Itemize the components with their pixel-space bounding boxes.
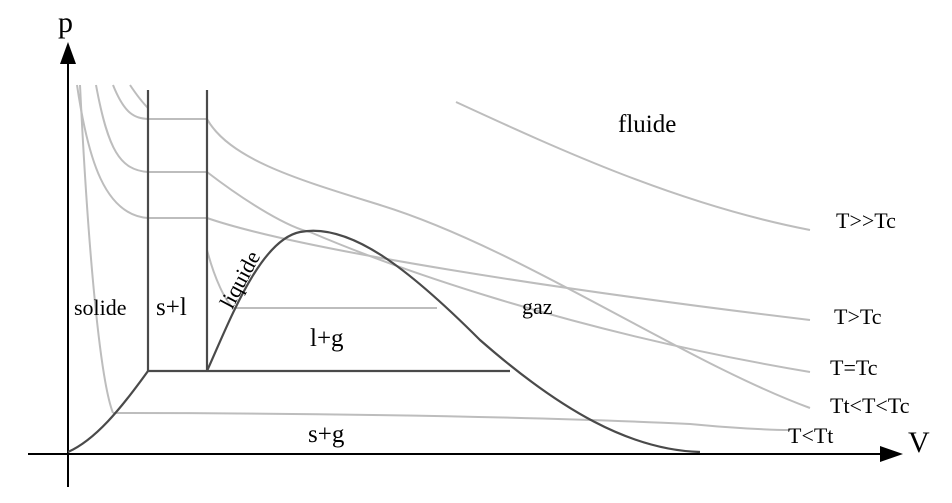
sublimation-curve bbox=[67, 370, 149, 454]
isotherm-liquid-branch bbox=[206, 249, 437, 309]
region-label-s-plus-l: s+l bbox=[156, 294, 187, 321]
isotherm-label-t-equal-tc: T=Tc bbox=[830, 355, 878, 380]
region-label-liquide: liquide bbox=[214, 247, 265, 313]
region-label-gaz: gaz bbox=[522, 294, 553, 319]
region-label-fluide: fluide bbox=[618, 111, 676, 138]
isotherm-label-tt-t-tc: Tt<T<Tc bbox=[830, 393, 910, 418]
region-label-s-plus-g: s+g bbox=[308, 421, 345, 448]
saturation-dome bbox=[205, 229, 701, 454]
region-label-solide: solide bbox=[74, 295, 127, 320]
region-label-l-plus-g: l+g bbox=[310, 325, 344, 352]
isotherm-label-t-much-greater-tc: T>>Tc bbox=[836, 208, 896, 233]
p-axis-arrowhead bbox=[60, 42, 76, 64]
isotherm-solid-branch bbox=[79, 84, 114, 414]
v-axis-arrowhead bbox=[880, 446, 903, 462]
v-axis-label: V bbox=[908, 426, 930, 459]
region-labels: fluide solide s+l liquide l+g gaz s+g bbox=[74, 111, 676, 448]
axes: p V bbox=[28, 6, 930, 487]
isotherm-t-much-greater-tc bbox=[455, 101, 811, 231]
isotherm-labels: T>>Tc T>Tc T=Tc Tt<T<Tc T<Tt bbox=[788, 208, 910, 448]
isotherm-t-less-tt bbox=[129, 84, 149, 109]
phase-boundaries bbox=[67, 90, 701, 454]
isotherm-label-t-greater-tc: T>Tc bbox=[834, 304, 882, 329]
isotherm-t-greater-tc bbox=[76, 84, 811, 321]
isotherm-tt-t-tc bbox=[112, 84, 811, 409]
isotherm-t-equal-tc bbox=[95, 84, 811, 373]
p-axis-label: p bbox=[58, 6, 73, 39]
isotherm-low-segment bbox=[112, 412, 791, 431]
isotherm-label-t-less-tt: T<Tt bbox=[788, 423, 833, 448]
isotherms bbox=[76, 84, 811, 431]
